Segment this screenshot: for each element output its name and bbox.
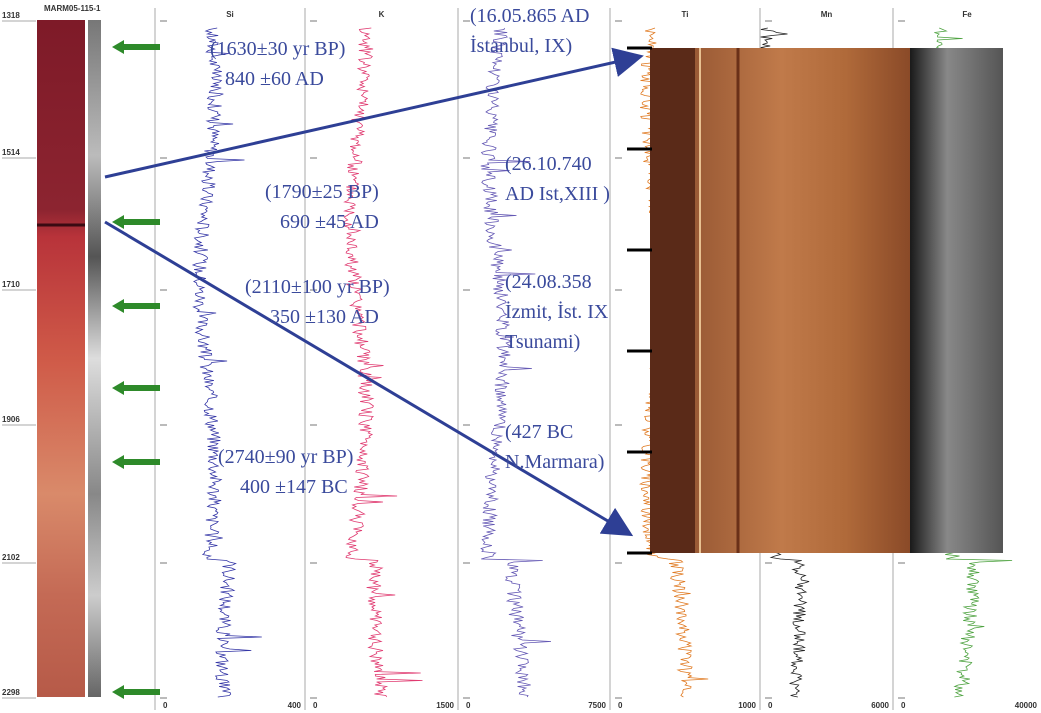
date-label: 690 ±45 AD [280,211,379,233]
panel-title: Si [226,10,234,19]
depth-label: 1318 [2,11,20,20]
axis-min: 0 [768,701,773,710]
event-label: (26.10.740 [505,153,592,175]
date-label: 400 ±147 BC [240,476,348,498]
panel-title: Ti [682,10,689,19]
depth-label: 1514 [2,148,20,157]
green-arrow [112,40,160,54]
event-label: (24.08.358 [505,271,592,293]
green-arrow [112,215,160,229]
panel-title: Mn [821,10,833,19]
axis-min: 0 [313,701,318,710]
date-label: (1790±25 BP) [265,181,379,203]
event-label: (16.05.865 AD [470,5,589,27]
core-label: MARM05-115-1 [44,4,101,13]
axis-max: 40000 [1015,701,1038,710]
axis-min: 0 [618,701,623,710]
green-arrow [112,455,160,469]
trace [193,28,262,697]
event-markers [112,40,160,699]
depth-label: 2298 [2,688,20,697]
depth-label: 1906 [2,415,20,424]
annotations: (1630±30 yr BP) 840 ±60 AD (1790±25 BP) 690… [210,5,610,498]
axis-max: 7500 [588,701,606,710]
green-arrow [112,685,160,699]
depth-label: 1710 [2,280,20,289]
core-xray [88,20,101,697]
date-label: (1630±30 yr BP) [210,38,345,60]
depth-label: 2102 [2,553,20,562]
event-label: İstanbul, IX) [470,34,572,57]
date-label: (2740±90 yr BP) [218,446,353,468]
date-label: 350 ±130 AD [270,306,379,328]
axis-max: 1500 [436,701,454,710]
date-label: 840 ±60 AD [225,68,324,90]
photo-inset [650,48,1003,553]
axis-min: 0 [163,701,168,710]
event-label: Tsunami) [505,331,580,353]
event-label: N.Marmara) [505,451,604,473]
axis-min: 0 [466,701,471,710]
panel-title: Fe [962,10,972,19]
trace [481,28,551,697]
event-label: İzmit, İst. IX [505,300,609,323]
core-photo [37,20,85,697]
figure: Si0400K0150007500Ti01000Mn06000Fe040000 … [0,0,1041,713]
axis-max: 1000 [738,701,756,710]
panel-title: K [379,10,385,19]
trace [344,28,423,697]
axis-max: 400 [288,701,302,710]
axis-min: 0 [901,701,906,710]
event-label: (427 BC [505,421,573,443]
date-label: (2110±100 yr BP) [245,276,390,298]
green-arrow [112,299,160,313]
axis-max: 6000 [871,701,889,710]
event-label: AD Ist,XIII ) [505,183,610,205]
green-arrow [112,381,160,395]
